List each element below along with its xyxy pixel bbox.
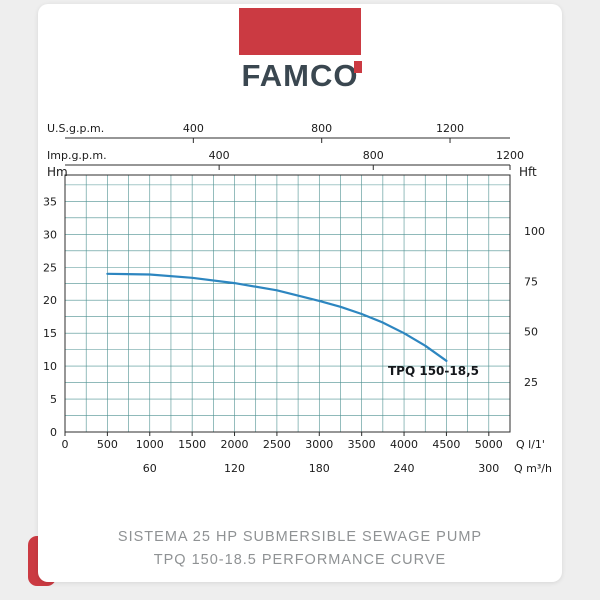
y-axis-label-left: Hm	[47, 165, 68, 179]
y-tick-label-right: 75	[524, 275, 538, 288]
content-card: FAMCO U.S.g.p.m. 400 800 1200 Imp.g.p.m. 400 8…	[38, 4, 562, 582]
y-tick-label-left: 0	[50, 426, 57, 439]
x-tick-label: 2000	[221, 438, 249, 451]
usgpm-tick-label: 400	[183, 122, 204, 135]
x-axis-label: Q l/1'	[516, 438, 545, 451]
curve-label: TPQ 150-18,5	[388, 364, 479, 378]
y-tick-label-left: 15	[43, 327, 57, 340]
y-tick-label-left: 30	[43, 228, 57, 241]
usgpm-tick-label: 1200	[436, 122, 464, 135]
x-tick-label-m3h: 180	[309, 462, 330, 475]
x-tick-label-m3h: 240	[394, 462, 415, 475]
x-tick-label: 4500	[432, 438, 460, 451]
x-tick-label: 3500	[348, 438, 376, 451]
usgpm-axis-label: U.S.g.p.m.	[47, 122, 104, 135]
usgpm-tick-label: 800	[311, 122, 332, 135]
caption-line2: TPQ 150-18.5 PERFORMANCE CURVE	[153, 552, 447, 568]
x-tick-label-m3h: 120	[224, 462, 245, 475]
x-tick-label: 2500	[263, 438, 291, 451]
impgpm-axis-label: Imp.g.p.m.	[47, 149, 107, 162]
x-tick-label-m3h: 60	[143, 462, 157, 475]
x-tick-label-m3h: 300	[478, 462, 499, 475]
pump-curve	[106, 272, 448, 362]
logo-text-main: FAMC	[241, 58, 334, 93]
x-tick-label: 1500	[178, 438, 206, 451]
y-tick-label-left: 25	[43, 261, 57, 274]
impgpm-tick-label: 800	[363, 149, 384, 162]
y-tick-label-right: 25	[524, 376, 538, 389]
x-tick-label: 3000	[305, 438, 333, 451]
plot-border	[64, 174, 511, 433]
x-tick-label: 5000	[475, 438, 503, 451]
famco-logo-block	[239, 8, 361, 55]
x-tick-label: 4000	[390, 438, 418, 451]
y-tick-label-left: 35	[43, 195, 57, 208]
x-axis-label-m3h: Q m³/h	[514, 462, 552, 475]
caption-line1: SISTEMA 25 HP SUBMERSIBLE SEWAGE PUMP	[117, 529, 483, 545]
y-tick-label-left: 20	[43, 294, 57, 307]
caption-block: SISTEMA 25 HP SUBMERSIBLE SEWAGE PUMP TP…	[38, 526, 562, 572]
impgpm-tick-label: 1200	[496, 149, 524, 162]
x-tick-label: 500	[97, 438, 118, 451]
x-tick-label: 1000	[136, 438, 164, 451]
y-tick-label-left: 5	[50, 393, 57, 406]
logo-letter-o: O	[333, 58, 363, 93]
y-axis-label-right: Hft	[519, 165, 537, 179]
x-tick-label: 0	[62, 438, 69, 451]
y-tick-label-left: 10	[43, 360, 57, 373]
y-tick-label-right: 50	[524, 326, 538, 339]
y-tick-label-right: 100	[524, 225, 545, 238]
famco-logo-text: FAMCO	[38, 58, 562, 94]
impgpm-tick-label: 400	[209, 149, 230, 162]
